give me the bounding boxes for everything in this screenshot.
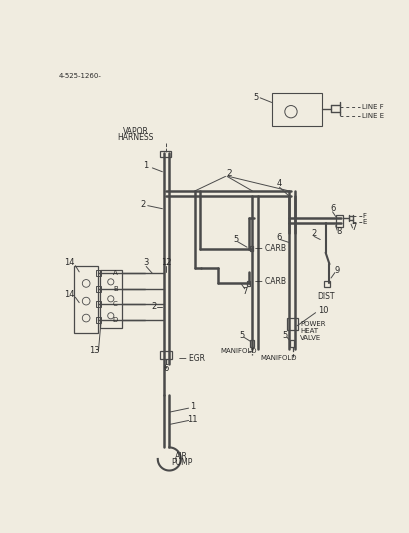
Text: — CARB: — CARB (254, 244, 285, 253)
Text: 8: 8 (335, 227, 341, 236)
Text: 4: 4 (276, 179, 281, 188)
Text: 2: 2 (311, 229, 316, 238)
Text: 6: 6 (276, 233, 281, 241)
Bar (100, 270, 121, 328)
Text: 3: 3 (143, 258, 148, 267)
Text: POWER: POWER (299, 321, 325, 327)
Text: LINE E: LINE E (361, 114, 383, 119)
Text: MANIFOLD: MANIFOLD (260, 355, 296, 361)
Bar (249, 340, 254, 348)
Bar (271, 93, 321, 126)
Bar (335, 215, 342, 227)
Text: F: F (362, 213, 366, 220)
Text: E: E (362, 219, 366, 225)
Text: A: A (113, 270, 117, 277)
Text: 2: 2 (140, 199, 146, 208)
Bar (160, 351, 171, 359)
Bar (96, 317, 101, 322)
Text: PUMP: PUMP (171, 458, 192, 467)
Text: AIR: AIR (175, 452, 188, 461)
Text: 5: 5 (281, 330, 287, 340)
Bar (290, 340, 293, 348)
Text: VALVE: VALVE (299, 335, 321, 341)
Bar (286, 318, 297, 330)
Text: 14: 14 (64, 290, 74, 300)
Text: 5: 5 (238, 330, 244, 340)
Text: 11: 11 (187, 415, 197, 424)
Bar (160, 151, 171, 157)
Bar (247, 281, 249, 286)
Bar (96, 301, 101, 308)
Text: 2: 2 (151, 302, 156, 311)
Text: 9: 9 (334, 266, 339, 275)
Text: VAPOR: VAPOR (122, 127, 148, 136)
Text: 10: 10 (317, 306, 328, 315)
Bar (96, 286, 101, 292)
Bar (249, 246, 253, 251)
Text: LINE F: LINE F (361, 104, 383, 110)
Bar (323, 281, 329, 287)
Text: 7: 7 (241, 287, 247, 296)
Text: — CARB: — CARB (254, 277, 285, 286)
Text: HEAT: HEAT (299, 328, 317, 334)
Text: 4-525-1260-: 4-525-1260- (58, 73, 101, 79)
Bar (74, 265, 98, 334)
Text: C: C (113, 301, 117, 307)
Text: — EGR: — EGR (179, 354, 205, 364)
Text: 6: 6 (163, 364, 169, 373)
Text: 1: 1 (143, 161, 148, 170)
Text: DIST: DIST (316, 292, 334, 301)
Text: 1: 1 (189, 402, 195, 411)
Text: 6: 6 (330, 204, 335, 213)
Text: 13: 13 (89, 346, 100, 355)
Text: 12: 12 (161, 258, 171, 267)
Text: 5: 5 (232, 235, 238, 244)
Text: 14: 14 (64, 258, 74, 267)
Text: 5: 5 (252, 93, 258, 102)
Text: B: B (113, 286, 117, 292)
Text: D: D (112, 317, 118, 322)
Text: HARNESS: HARNESS (117, 133, 153, 142)
Bar (96, 270, 101, 277)
Text: MANIFOLD: MANIFOLD (220, 348, 256, 354)
Text: 7: 7 (351, 223, 356, 232)
Text: 2: 2 (226, 169, 231, 178)
